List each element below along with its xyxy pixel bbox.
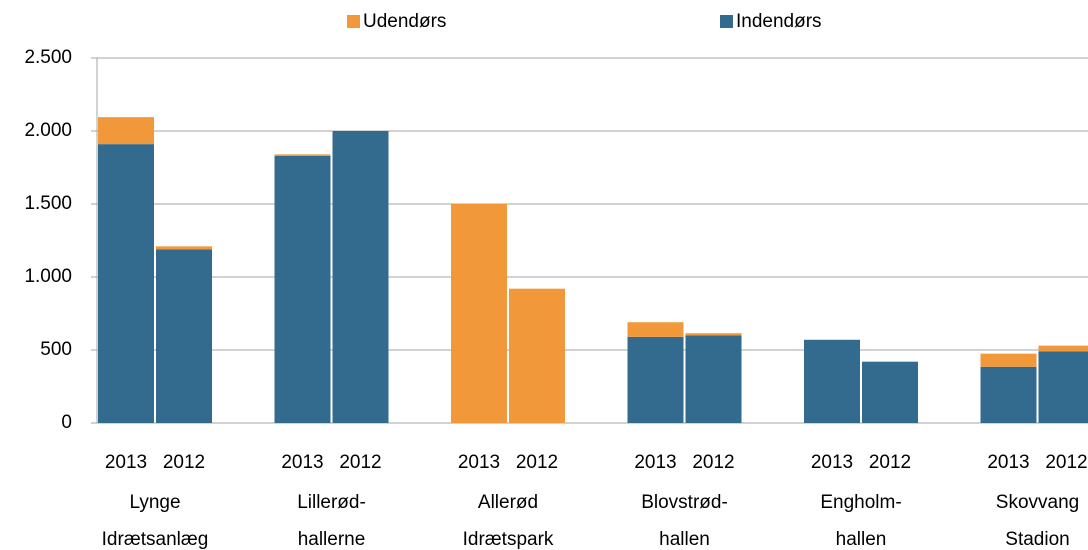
bar-segment [1038, 345, 1088, 352]
bar-segment [685, 335, 742, 423]
group-label: hallerne [298, 529, 366, 550]
bar-segment [274, 155, 331, 423]
y-tick-label: 2.000 [24, 120, 72, 141]
y-tick-label: 1.000 [24, 266, 72, 287]
x-tick-label: 2012 [869, 452, 911, 473]
group-label: Idrætspark [463, 529, 554, 550]
bar-segment [685, 333, 742, 336]
group-label: Skovvang [996, 492, 1079, 513]
bar-segment [98, 117, 154, 145]
y-tick-label: 2.500 [24, 47, 72, 68]
bar-segment [156, 246, 212, 250]
group-label: Blovstrød- [641, 492, 728, 513]
bar-segment [980, 353, 1037, 367]
legend-label: Udendørs [363, 11, 446, 32]
y-tick-label: 1.500 [24, 193, 72, 214]
x-tick-label: 2013 [281, 452, 323, 473]
x-tick-label: 2013 [458, 452, 500, 473]
bar-segment [804, 339, 860, 423]
x-tick-label: 2012 [692, 452, 734, 473]
bar-segment [98, 144, 154, 423]
legend-swatch [720, 15, 733, 28]
bar-segment [627, 322, 684, 337]
bar-segment [862, 361, 918, 423]
bar-segment [509, 288, 565, 423]
bar-segment [156, 249, 212, 423]
x-tick-label: 2013 [634, 452, 676, 473]
bar-segment [274, 154, 331, 156]
group-label: Idrætsanlæg [102, 529, 209, 550]
bar-segment [332, 131, 389, 423]
x-tick-label: 2012 [163, 452, 205, 473]
group-label: Stadion [1005, 529, 1069, 550]
bar-segment [980, 366, 1037, 423]
legend-swatch [347, 15, 360, 28]
x-tick-label: 2012 [339, 452, 381, 473]
x-tick-label: 2013 [105, 452, 147, 473]
group-label: Allerød [478, 492, 538, 513]
bar-segment [1038, 351, 1088, 423]
legend-label: Indendørs [736, 11, 822, 32]
bar-segment [627, 336, 684, 423]
bar-segment [451, 204, 507, 423]
x-tick-label: 2012 [1045, 452, 1087, 473]
x-tick-label: 2013 [811, 452, 853, 473]
y-tick-label: 0 [61, 412, 72, 433]
group-label: Lynge [129, 492, 180, 513]
group-label: Lillerød- [297, 492, 366, 513]
x-tick-label: 2013 [987, 452, 1029, 473]
group-label: hallen [659, 529, 710, 550]
group-label: hallen [836, 529, 887, 550]
y-tick-label: 500 [40, 339, 72, 360]
x-tick-label: 2012 [516, 452, 558, 473]
group-label: Engholm- [820, 492, 901, 513]
